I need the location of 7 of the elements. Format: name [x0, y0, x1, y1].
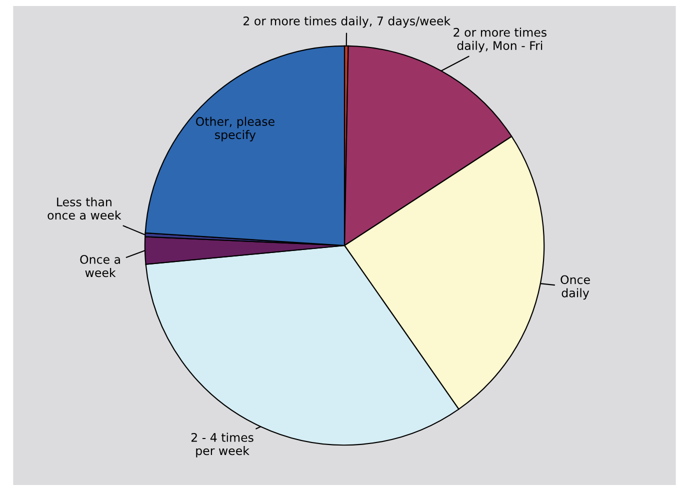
slice-label: 2 or more times daily, Mon - Fri — [454, 28, 546, 52]
slice-label: Once a week — [80, 254, 120, 278]
slice-label: Other, please specify — [196, 116, 274, 142]
slice-label: 2 - 4 times per week — [191, 432, 254, 458]
slice-label: Less than once a week — [48, 197, 122, 220]
slice-label: 2 or more times daily, 7 days/week — [244, 16, 451, 28]
slice-label: Once daily — [560, 275, 590, 300]
